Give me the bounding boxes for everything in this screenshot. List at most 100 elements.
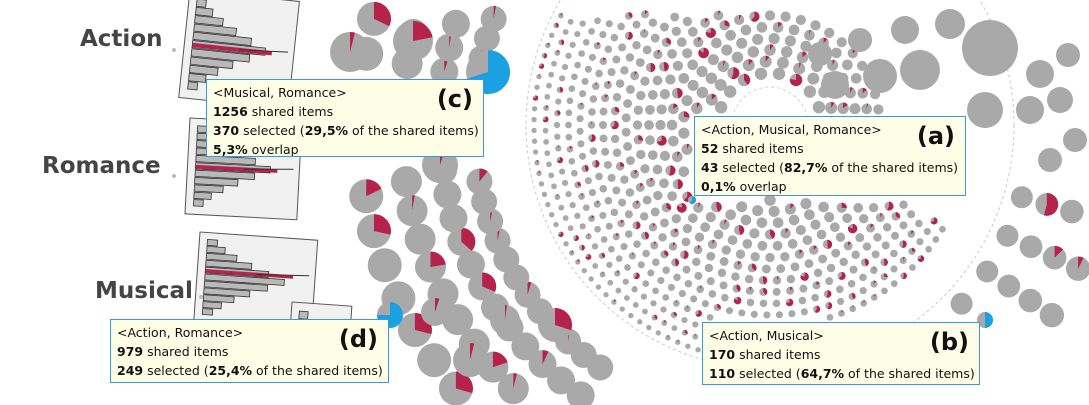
intersection-node[interactable] bbox=[610, 134, 620, 144]
intersection-node[interactable] bbox=[757, 240, 768, 251]
intersection-node[interactable] bbox=[870, 280, 878, 288]
intersection-node[interactable] bbox=[582, 38, 590, 46]
intersection-node[interactable] bbox=[923, 227, 931, 236]
intersection-node[interactable] bbox=[772, 299, 781, 308]
intersection-node[interactable] bbox=[453, 342, 487, 377]
intersection-node[interactable] bbox=[639, 29, 649, 38]
intersection-node[interactable] bbox=[438, 371, 473, 405]
intersection-node[interactable] bbox=[907, 230, 916, 238]
intersection-node[interactable] bbox=[574, 212, 581, 220]
intersection-node[interactable] bbox=[842, 213, 853, 224]
intersection-node[interactable] bbox=[843, 241, 853, 251]
intersection-node[interactable] bbox=[837, 102, 849, 115]
intersection-node[interactable] bbox=[612, 55, 621, 64]
intersection-node[interactable] bbox=[636, 90, 646, 101]
intersection-node[interactable] bbox=[349, 179, 384, 214]
intersection-node[interactable] bbox=[668, 103, 679, 115]
intersection-node[interactable] bbox=[676, 37, 687, 48]
intersection-node[interactable] bbox=[855, 233, 865, 243]
intersection-node[interactable] bbox=[676, 202, 687, 213]
intersection-node[interactable] bbox=[747, 263, 757, 273]
intersection-node[interactable] bbox=[659, 89, 671, 100]
set-label-romance[interactable]: Romance bbox=[42, 153, 161, 179]
intersection-node[interactable] bbox=[719, 219, 730, 230]
intersection-node[interactable] bbox=[698, 47, 709, 59]
intersection-node[interactable] bbox=[732, 284, 741, 293]
intersection-node[interactable] bbox=[612, 93, 622, 102]
intersection-node[interactable] bbox=[810, 219, 821, 230]
intersection-node[interactable] bbox=[862, 242, 872, 251]
intersection-node[interactable] bbox=[847, 279, 856, 288]
intersection-node[interactable] bbox=[632, 200, 641, 209]
intersection-node[interactable] bbox=[684, 279, 693, 288]
intersection-node[interactable] bbox=[977, 312, 993, 328]
intersection-node[interactable] bbox=[569, 250, 575, 256]
intersection-node[interactable] bbox=[542, 127, 549, 134]
intersection-node[interactable] bbox=[696, 86, 709, 99]
intersection-node[interactable] bbox=[544, 93, 551, 100]
intersection-node[interactable] bbox=[859, 214, 869, 224]
intersection-node[interactable] bbox=[618, 198, 627, 207]
intersection-node[interactable] bbox=[642, 308, 648, 315]
intersection-node[interactable] bbox=[595, 284, 602, 290]
intersection-node[interactable] bbox=[737, 73, 751, 87]
intersection-node[interactable] bbox=[660, 218, 669, 228]
intersection-node[interactable] bbox=[330, 32, 370, 72]
intersection-node[interactable] bbox=[695, 310, 702, 317]
intersection-node[interactable] bbox=[863, 59, 897, 93]
intersection-node[interactable] bbox=[581, 77, 589, 85]
intersection-node[interactable] bbox=[632, 120, 643, 130]
intersection-node[interactable] bbox=[687, 59, 698, 71]
intersection-node[interactable] bbox=[569, 41, 576, 48]
intersection-node[interactable] bbox=[603, 292, 609, 298]
intersection-node[interactable] bbox=[612, 148, 622, 157]
intersection-node[interactable] bbox=[707, 54, 719, 66]
intersection-node[interactable] bbox=[588, 215, 595, 222]
intersection-node[interactable] bbox=[823, 290, 832, 298]
intersection-node[interactable] bbox=[721, 293, 729, 302]
intersection-node[interactable] bbox=[813, 305, 821, 313]
intersection-node[interactable] bbox=[826, 263, 836, 273]
intersection-node[interactable] bbox=[626, 156, 635, 165]
intersection-node[interactable] bbox=[721, 245, 731, 255]
intersection-node[interactable] bbox=[1063, 128, 1087, 152]
intersection-node[interactable] bbox=[585, 254, 592, 260]
intersection-node[interactable] bbox=[633, 272, 640, 280]
intersection-node[interactable] bbox=[604, 196, 613, 205]
intersection-node[interactable] bbox=[706, 314, 714, 321]
intersection-node[interactable] bbox=[909, 264, 916, 271]
intersection-node[interactable] bbox=[404, 223, 436, 255]
intersection-node[interactable] bbox=[593, 200, 601, 208]
intersection-node[interactable] bbox=[706, 251, 716, 261]
intersection-node[interactable] bbox=[900, 272, 907, 280]
intersection-node[interactable] bbox=[642, 195, 652, 205]
intersection-node[interactable] bbox=[804, 209, 815, 221]
intersection-node[interactable] bbox=[772, 67, 786, 80]
intersection-node[interactable] bbox=[784, 203, 796, 215]
intersection-node[interactable] bbox=[648, 223, 658, 232]
intersection-node[interactable] bbox=[531, 116, 537, 123]
intersection-node[interactable] bbox=[763, 311, 771, 319]
intersection-node[interactable] bbox=[821, 71, 849, 99]
intersection-node[interactable] bbox=[579, 90, 587, 98]
intersection-node[interactable] bbox=[553, 221, 559, 228]
intersection-node[interactable] bbox=[670, 12, 680, 22]
intersection-node[interactable] bbox=[714, 78, 727, 91]
intersection-node[interactable] bbox=[367, 248, 402, 283]
intersection-node[interactable] bbox=[646, 324, 652, 331]
intersection-node[interactable] bbox=[630, 169, 640, 179]
intersection-node[interactable] bbox=[671, 151, 683, 163]
intersection-node[interactable] bbox=[542, 116, 549, 123]
intersection-node[interactable] bbox=[667, 283, 675, 291]
intersection-node[interactable] bbox=[578, 50, 585, 57]
intersection-node[interactable] bbox=[682, 223, 693, 234]
intersection-node[interactable] bbox=[787, 238, 798, 249]
intersection-node[interactable] bbox=[659, 178, 669, 189]
intersection-node[interactable] bbox=[511, 332, 540, 361]
intersection-node[interactable] bbox=[849, 305, 857, 313]
intersection-node[interactable] bbox=[648, 18, 658, 27]
intersection-node[interactable] bbox=[630, 71, 640, 81]
intersection-node[interactable] bbox=[568, 157, 576, 165]
intersection-node[interactable] bbox=[809, 245, 819, 255]
